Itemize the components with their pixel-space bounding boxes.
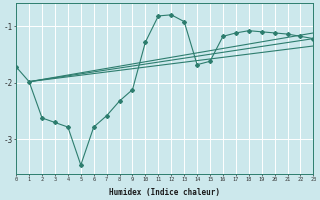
X-axis label: Humidex (Indice chaleur): Humidex (Indice chaleur) [109, 188, 220, 197]
